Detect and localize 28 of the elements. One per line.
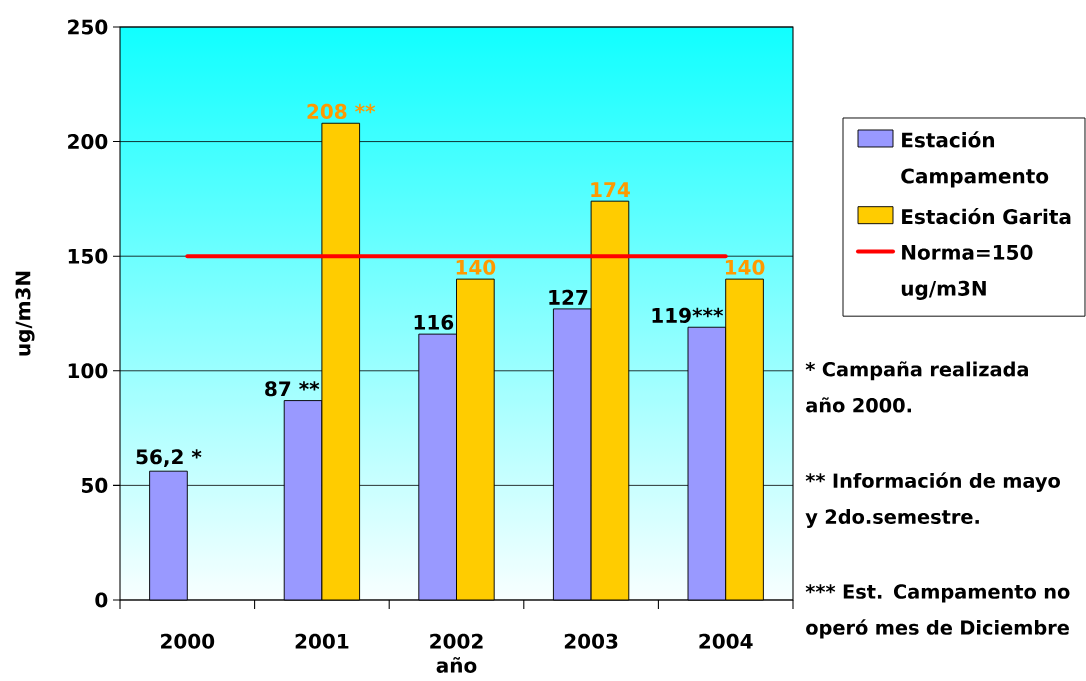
legend-label: Estación Campamento	[901, 131, 1049, 188]
text: ** Información de mayo y 2do.semestre.	[805, 472, 1060, 528]
legend-label: Estación Garita	[902, 207, 1071, 225]
x-tick-label: 2000	[161, 633, 215, 649]
y-tick-label: 50	[82, 477, 108, 493]
data-label: 127	[549, 289, 588, 305]
y-tick-label: 100	[68, 363, 108, 379]
data-label: 116	[414, 314, 454, 330]
text: * Campaña realizada año 2000.	[805, 361, 1028, 413]
data-label: 174	[591, 182, 630, 197]
y-tick-label: 250	[68, 19, 108, 35]
y-tick-label: 150	[68, 248, 108, 264]
y-tick-label: 200	[68, 134, 108, 150]
x-tick-label: 2004	[699, 633, 753, 649]
data-label: 56,2 *	[136, 449, 202, 467]
text: *** Est. Campamento no operó mes de Diciembre	[805, 584, 1070, 639]
legend-label: Norma=150 ug/m3N	[901, 244, 1033, 300]
data-label: 87 **	[265, 381, 320, 397]
data-label: 140	[725, 259, 765, 275]
x-tick-label: 2003	[564, 633, 618, 649]
x-tick-label: 2001	[295, 633, 349, 649]
y-axis-title: ug/m3N	[15, 271, 35, 356]
x-tick-label: 2002	[430, 633, 483, 649]
data-label: 208 **	[307, 103, 376, 119]
data-label: 140	[456, 259, 496, 275]
y-tick-label: 0	[95, 592, 108, 608]
data-label: 119***	[652, 307, 724, 323]
x-axis-title: año	[436, 657, 477, 673]
